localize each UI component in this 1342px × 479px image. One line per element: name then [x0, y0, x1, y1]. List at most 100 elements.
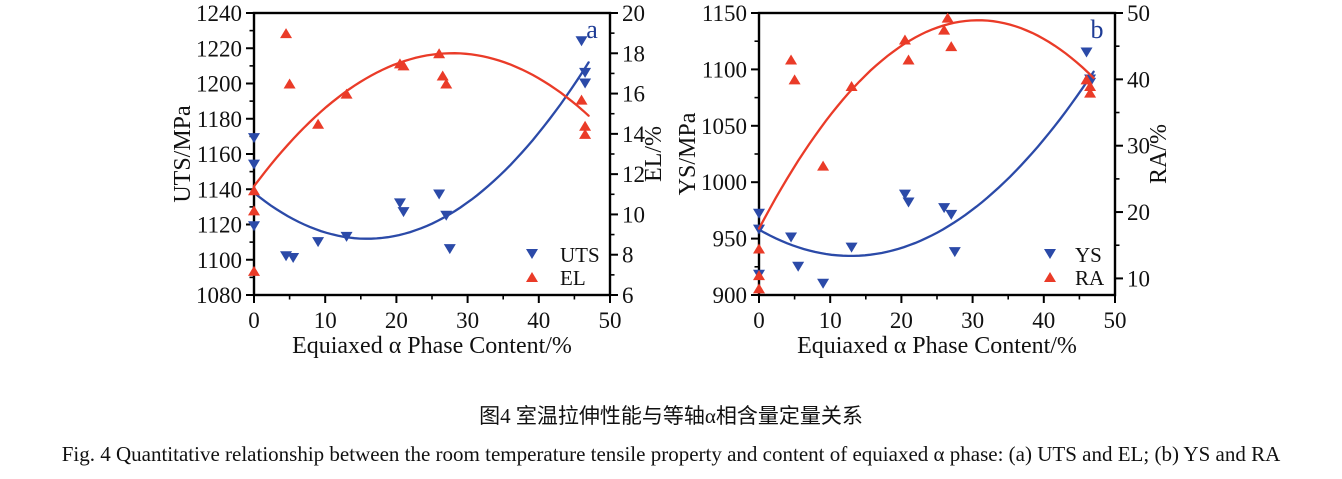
y-left-tick-label: 1140: [197, 177, 242, 202]
x-axis-tick-label: 40: [1032, 308, 1055, 333]
data-point-ys: [753, 208, 765, 219]
data-point-ys: [817, 278, 830, 289]
fit-curve-ra: [757, 19, 1095, 230]
data-point-ra: [817, 160, 830, 171]
data-point-ys: [1080, 47, 1093, 58]
y-right-tick-label: 16: [622, 82, 645, 107]
data-point-ra: [898, 34, 911, 45]
y-left-tick-label: 900: [713, 283, 748, 308]
legend-swatch-ys: [1044, 249, 1056, 259]
y-right-tick-label: 30: [1127, 134, 1150, 159]
data-point-uts: [287, 252, 300, 263]
data-point-uts: [340, 231, 353, 242]
data-point-el: [340, 88, 353, 99]
panel-label: a: [586, 15, 598, 44]
y-right-tick-label: 40: [1127, 67, 1150, 92]
fit-curve-el: [252, 52, 590, 188]
data-point-el: [248, 185, 260, 196]
data-point-el: [312, 118, 325, 129]
data-point-ys: [898, 189, 911, 200]
data-point-ra: [902, 54, 915, 65]
data-point-ra: [945, 41, 958, 52]
x-axis-tick-label: 10: [819, 308, 842, 333]
plot-frame: [757, 11, 1117, 297]
y-left-axis-title: YS/MPa: [679, 112, 701, 195]
data-point-ys: [948, 247, 961, 258]
data-point-el: [433, 48, 446, 59]
legend-label-ys: YS: [1075, 243, 1102, 267]
y-left-tick-label: 1050: [701, 114, 747, 139]
chart-a-uts-el: 0 10 20 30 40 50 1080 1100 1120 1140 1160 1180 1200 1…: [174, 1, 667, 359]
data-point-el: [248, 265, 260, 276]
data-point-uts: [440, 210, 453, 221]
data-point-ra: [785, 54, 798, 65]
data-point-el: [436, 70, 449, 81]
data-point-el: [283, 78, 296, 89]
x-axis-tick-label: 0: [753, 308, 765, 333]
data-point-uts: [579, 67, 592, 78]
y-left-tick-label: 1200: [196, 72, 242, 97]
y-right-axis-title: RA/%: [1146, 124, 1172, 184]
x-axis-title: Equiaxed α Phase Content/%: [797, 333, 1077, 359]
data-point-uts: [248, 221, 260, 232]
y-right-tick-label: 20: [1127, 200, 1150, 225]
x-axis-tick-label: 30: [961, 308, 984, 333]
fit-curve-ys: [757, 70, 1095, 258]
x-axis-tick-label: 10: [314, 308, 337, 333]
data-point-ra: [753, 243, 765, 254]
data-point-el: [397, 60, 410, 71]
data-point-el: [280, 28, 293, 39]
data-point-ys: [938, 203, 951, 214]
y-left-tick-label: 1160: [197, 142, 242, 167]
legend-swatch-uts: [526, 249, 538, 259]
data-point-ra: [753, 283, 765, 294]
data-point-el: [248, 205, 260, 216]
y-right-tick-label: 6: [622, 283, 634, 308]
data-point-uts: [397, 207, 410, 218]
data-point-el: [579, 120, 592, 131]
x-axis-tick-label: 20: [890, 308, 913, 333]
data-point-ys: [785, 232, 798, 243]
x-axis-tick-label: 40: [527, 308, 550, 333]
legend-swatch-ra: [1044, 272, 1056, 282]
x-axis-tick-label: 20: [385, 308, 408, 333]
y-right-tick-label: 20: [622, 1, 645, 26]
x-axis-tick-label: 50: [1104, 308, 1127, 333]
y-left-tick-label: 1100: [197, 248, 242, 273]
data-point-ra: [753, 270, 765, 281]
data-point-ra: [938, 24, 951, 35]
data-point-ys: [902, 197, 915, 208]
data-point-ys: [845, 242, 858, 253]
y-left-tick-label: 1180: [197, 107, 242, 132]
chart-b-ys-ra: 0 10 20 30 40 50 900 950 1000 1050 1100 1150 10 20 30 4…: [679, 1, 1172, 359]
y-left-tick-label: 1220: [196, 36, 242, 61]
y-left-axis-title: UTS/MPa: [174, 105, 196, 203]
data-point-ys: [945, 209, 958, 220]
x-axis-title: Equiaxed α Phase Content/%: [292, 333, 572, 359]
caption-english: Fig. 4 Quantitative relationship between…: [61, 442, 1281, 466]
y-right-tick-label: 12: [622, 162, 645, 187]
data-point-el: [579, 128, 592, 139]
data-point-el: [440, 78, 453, 89]
y-right-tick-label: 50: [1127, 1, 1150, 26]
data-point-uts: [575, 36, 588, 47]
x-axis-tick-label: 0: [248, 308, 260, 333]
data-point-ra: [1080, 74, 1093, 85]
data-point-uts: [312, 237, 325, 248]
y-right-tick-label: 10: [1127, 266, 1150, 291]
data-point-ra: [788, 74, 801, 85]
data-point-el: [575, 94, 588, 105]
caption-chinese: 图4 室温拉伸性能与等轴α相含量定量关系: [479, 404, 863, 428]
panel-label: b: [1091, 15, 1104, 44]
y-right-tick-label: 10: [622, 202, 645, 227]
x-axis-tick-label: 30: [456, 308, 479, 333]
data-point-ra: [941, 12, 954, 23]
data-point-uts: [248, 133, 260, 144]
x-axis-tick-label: 50: [599, 308, 622, 333]
legend-label-ra: RA: [1075, 266, 1105, 290]
data-point-ys: [792, 261, 805, 272]
y-left-tick-label: 1150: [702, 1, 747, 26]
y-left-tick-label: 1000: [701, 170, 747, 195]
y-left-tick-label: 950: [713, 227, 748, 252]
